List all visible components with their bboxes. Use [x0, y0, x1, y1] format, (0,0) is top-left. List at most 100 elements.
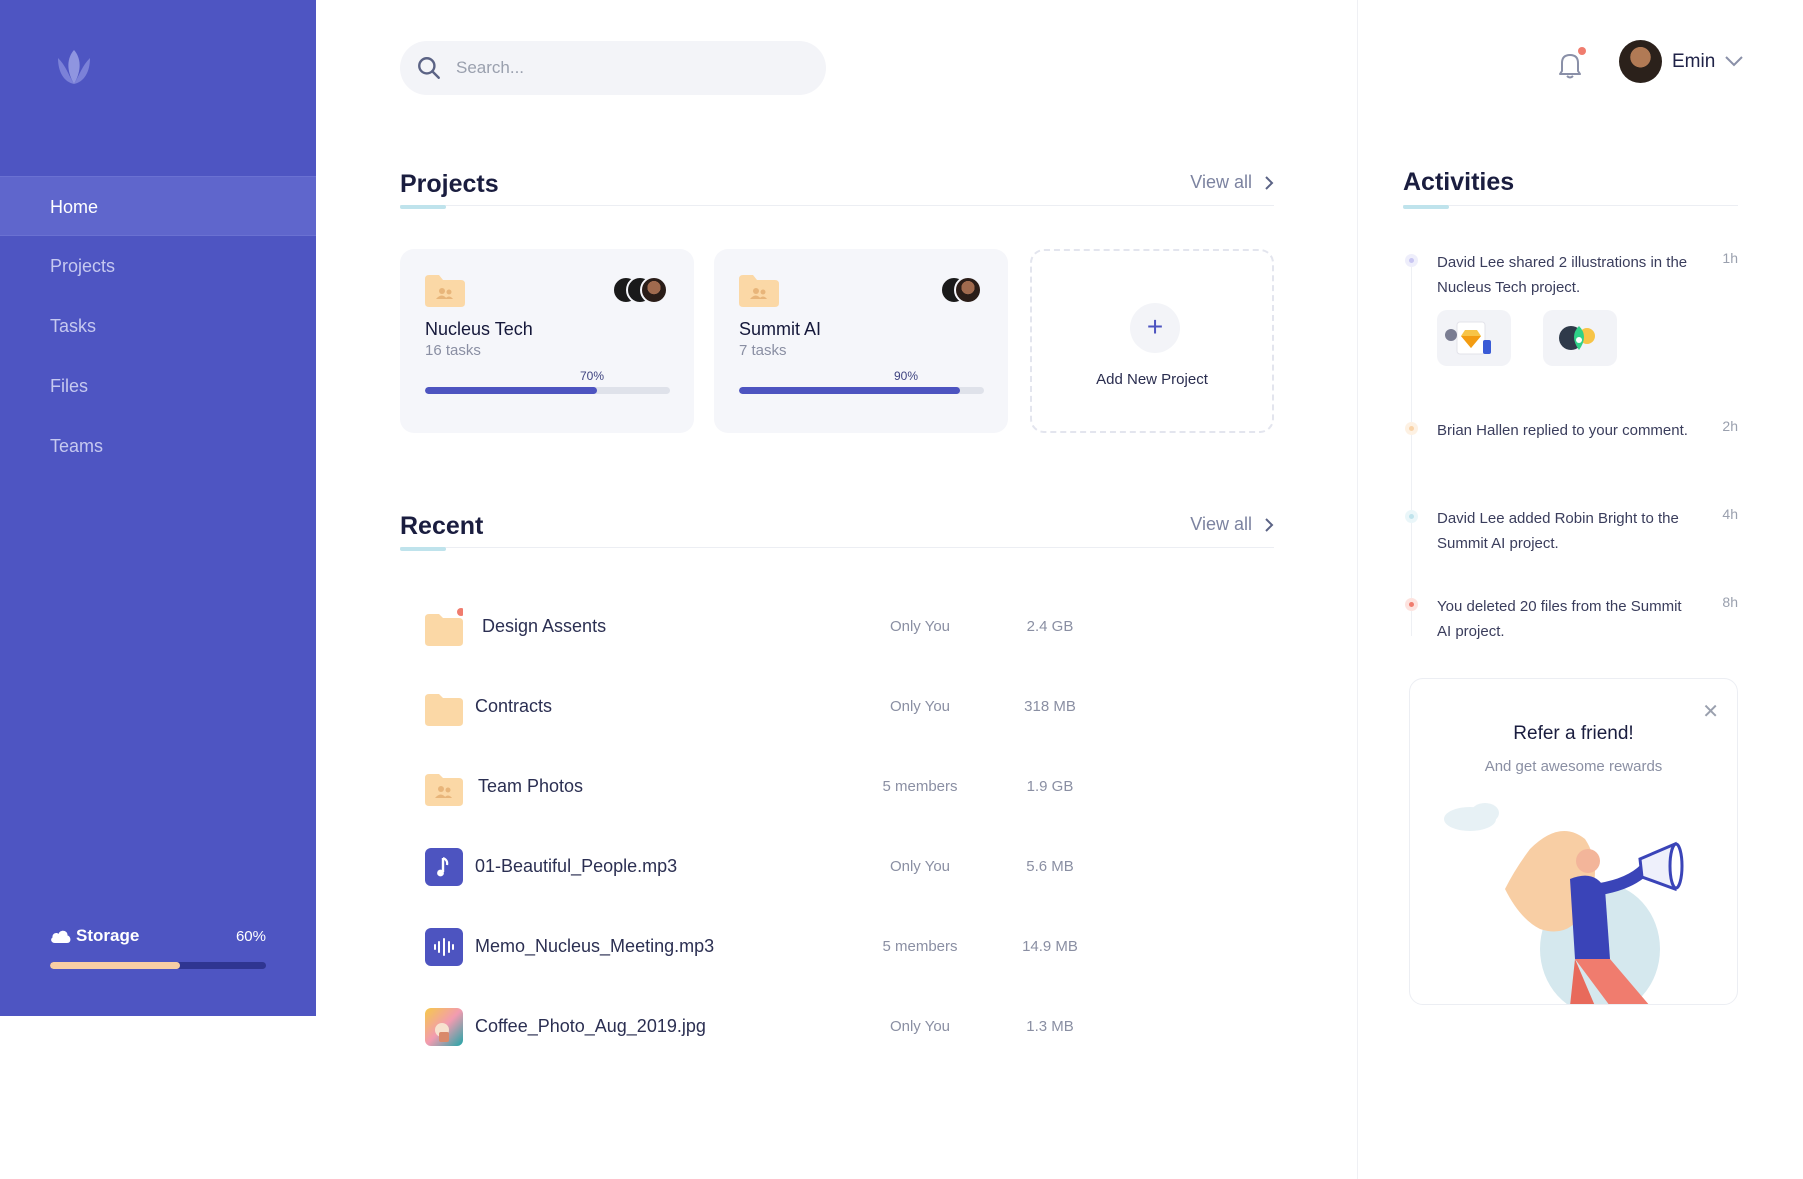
- activity-text: David Lee shared 2 illustrations in the …: [1437, 254, 1688, 296]
- file-row[interactable]: 01-Beautiful_People.mp3 Only You 5.6 MB: [400, 826, 1274, 906]
- file-name: Contracts: [475, 695, 553, 716]
- file-size: 318 MB: [1024, 697, 1076, 715]
- chevron-right-icon: [1265, 175, 1274, 190]
- cloud-icon: [51, 930, 71, 943]
- project-progress-fill: [739, 387, 960, 394]
- sidebar-nav: Home Projects Tasks Files Teams: [0, 176, 316, 476]
- timeline-dot: [1405, 510, 1418, 523]
- bell-icon[interactable]: [1553, 47, 1589, 83]
- file-row[interactable]: Design Assents Only You 2.4 GB: [400, 586, 1274, 666]
- user-name: Emin: [1672, 50, 1716, 72]
- activity-item: David Lee shared 2 illustrations in the …: [1403, 250, 1738, 380]
- sidebar-item-teams[interactable]: Teams: [50, 436, 104, 456]
- activity-text: David Lee added Robin Bright to the Summ…: [1437, 510, 1679, 552]
- activity-timeline: [1411, 258, 1412, 636]
- chevron-right-icon: [1265, 517, 1274, 532]
- sidebar-item-home[interactable]: Home: [0, 176, 316, 236]
- illustration-thumbnail[interactable]: [1543, 310, 1617, 366]
- activities-header: Activities: [1403, 160, 1738, 209]
- search-bar[interactable]: [400, 41, 826, 95]
- project-member-avatars: [940, 276, 982, 304]
- file-access: Only You: [889, 617, 951, 635]
- file-size: 1.3 MB: [1026, 1017, 1074, 1035]
- file-size: 14.9 MB: [1022, 937, 1078, 955]
- file-row[interactable]: Memo_Nucleus_Meeting.mp3 5 members 14.9 …: [400, 906, 1274, 986]
- illustration-thumbnail[interactable]: [1437, 310, 1511, 366]
- projects-view-all-link[interactable]: View all: [1190, 172, 1274, 193]
- file-size: 1.9 GB: [1026, 777, 1074, 795]
- file-row[interactable]: Coffee_Photo_Aug_2019.jpg Only You 1.3 M…: [400, 986, 1274, 1066]
- storage-progress-fill: [50, 962, 180, 969]
- sidebar-item-projects[interactable]: Projects: [50, 256, 116, 276]
- file-access: Only You: [889, 1017, 951, 1035]
- project-cards: Nucleus Tech 16 tasks 70% Summit AI 7 ta…: [400, 249, 1274, 433]
- file-name: Coffee_Photo_Aug_2019.jpg: [475, 1015, 706, 1036]
- image-thumbnail-icon: [425, 1008, 463, 1046]
- activity-text: Brian Hallen replied to your comment.: [1437, 422, 1688, 439]
- file-access: Only You: [889, 857, 951, 875]
- project-name: Summit AI: [739, 319, 822, 339]
- add-new-project-card[interactable]: + Add New Project: [1030, 249, 1274, 433]
- storage-widget: Storage 60%: [50, 926, 266, 969]
- project-card-nucleus-tech[interactable]: Nucleus Tech 16 tasks 70%: [400, 249, 694, 433]
- projects-header: Projects View all: [400, 162, 1274, 209]
- activity-time: 2h: [1722, 418, 1738, 434]
- music-note-icon: [425, 848, 463, 886]
- storage-label-group: Storage: [50, 926, 139, 946]
- user-menu[interactable]: Emin: [1619, 40, 1744, 83]
- activity-attachments: [1437, 310, 1617, 366]
- sidebar-item-tasks[interactable]: Tasks: [50, 316, 97, 336]
- project-task-count: 7 tasks: [739, 342, 787, 359]
- activity-text: You deleted 20 files from the Summit AI …: [1437, 598, 1682, 640]
- storage-percent: 60%: [235, 927, 266, 945]
- file-size: 5.6 MB: [1026, 857, 1074, 875]
- avatar: [640, 276, 668, 304]
- ai-file-icon: [1559, 326, 1595, 350]
- audio-wave-icon: [425, 928, 463, 966]
- megaphone-illustration: [1444, 803, 1684, 1004]
- sidebar-item-files[interactable]: Files: [50, 376, 89, 396]
- file-name: Team Photos: [478, 775, 584, 796]
- timeline-dot: [1405, 598, 1418, 611]
- projects-title-underline: [400, 205, 446, 209]
- file-access: Only You: [889, 697, 951, 715]
- plus-icon: +: [1130, 303, 1180, 353]
- add-new-project-label: Add New Project: [1096, 371, 1208, 388]
- projects-title: Projects: [400, 170, 499, 198]
- recent-title: Recent: [400, 512, 484, 540]
- activity-item: You deleted 20 files from the Summit AI …: [1403, 594, 1738, 654]
- project-progress-label: 90%: [893, 369, 918, 383]
- project-progress-label: 70%: [579, 369, 604, 383]
- activity-time: 8h: [1722, 594, 1738, 610]
- project-card-summit-ai[interactable]: Summit AI 7 tasks 90%: [714, 249, 1008, 433]
- timeline-dot: [1405, 422, 1418, 435]
- refer-title: Refer a friend!: [1513, 723, 1634, 744]
- refer-friend-card: ✕ Refer a friend! And get awesome reward…: [1409, 678, 1738, 1005]
- folder-icon: [425, 608, 463, 646]
- file-row[interactable]: Contracts Only You 318 MB: [400, 666, 1274, 746]
- projects-view-all-label: View all: [1190, 172, 1252, 192]
- activity-item: David Lee added Robin Bright to the Summ…: [1403, 506, 1738, 566]
- sidebar: Home Projects Tasks Files Teams Storage …: [0, 0, 316, 1016]
- refer-subtitle: And get awesome rewards: [1484, 758, 1663, 775]
- avatar: [954, 276, 982, 304]
- file-name: Design Assents: [482, 615, 607, 636]
- close-icon[interactable]: ✕: [1702, 701, 1719, 723]
- logo-icon[interactable]: [50, 44, 98, 92]
- file-name: 01-Beautiful_People.mp3: [475, 855, 678, 876]
- shared-folder-icon: [425, 774, 463, 806]
- recent-view-all-label: View all: [1190, 514, 1252, 534]
- activities-title: Activities: [1403, 168, 1515, 196]
- sketch-file-icon: [1445, 321, 1491, 355]
- recent-view-all-link[interactable]: View all: [1190, 514, 1274, 535]
- storage-progress-bar: [50, 962, 266, 969]
- recent-files-list: Design Assents Only You 2.4 GB Contracts…: [400, 586, 1274, 1066]
- file-row[interactable]: Team Photos 5 members 1.9 GB: [400, 746, 1274, 826]
- project-progress-bar: [739, 387, 984, 394]
- search-input[interactable]: [456, 58, 796, 78]
- file-access: 5 members: [882, 937, 958, 955]
- file-size: 2.4 GB: [1026, 617, 1074, 635]
- project-task-count: 16 tasks: [425, 342, 481, 359]
- panel-divider: [1357, 0, 1358, 1179]
- storage-label: Storage: [76, 926, 140, 945]
